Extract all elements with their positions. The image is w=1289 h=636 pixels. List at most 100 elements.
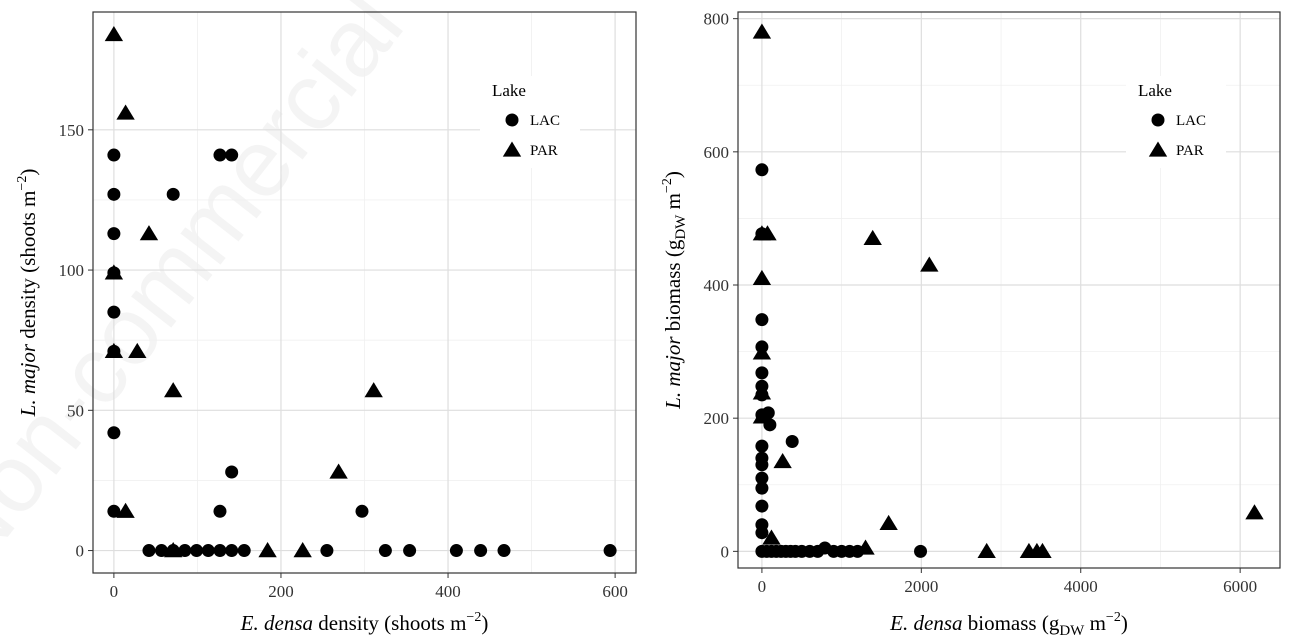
legend-label-lac: LAC	[1176, 113, 1206, 129]
data-point-lac	[107, 426, 121, 440]
y-label-close: )	[16, 169, 40, 176]
data-point-lac	[449, 544, 463, 558]
x-label-superscript: −2	[466, 610, 481, 625]
y-tick-label: 50	[67, 401, 84, 420]
data-point-par	[856, 539, 875, 555]
data-point-par	[752, 23, 772, 39]
y-tick-label: 400	[704, 276, 730, 295]
data-point-lac	[107, 305, 121, 319]
legend-marker-lac	[1151, 113, 1165, 127]
data-point-par	[139, 225, 159, 241]
legend-marker-lac	[505, 113, 519, 127]
y-axis-title: L. major biomass (gDW m−2)	[660, 171, 689, 410]
data-point-par	[879, 514, 898, 531]
x-label-superscript: −2	[1106, 610, 1121, 625]
x-tick-label: 600	[602, 582, 628, 601]
y-tick-label: 0	[76, 542, 85, 561]
data-point-lac	[190, 544, 204, 558]
data-point-lac	[755, 313, 769, 327]
data-point-lac	[178, 544, 192, 558]
data-point-lac	[107, 187, 121, 201]
legend-title: Lake	[1138, 81, 1172, 100]
y-tick-label: 600	[704, 143, 730, 162]
data-point-lac	[142, 544, 156, 558]
y-tick-label: 200	[704, 409, 730, 428]
x-label-text: biomass (g	[963, 611, 1060, 635]
data-point-par	[752, 408, 772, 424]
data-point-lac	[320, 544, 334, 558]
data-point-lac	[225, 465, 239, 479]
data-point-par	[104, 25, 124, 42]
y-label-species: L. major	[16, 343, 40, 417]
x-tick-label: 200	[268, 582, 294, 601]
x-label-species: E. densa	[240, 611, 313, 635]
data-point-lac	[107, 504, 121, 518]
data-point-lac	[213, 544, 227, 558]
legend-marker-par	[502, 141, 522, 157]
panel-border	[92, 11, 637, 574]
legend-label-par: PAR	[1176, 143, 1204, 159]
data-point-lac	[107, 148, 121, 162]
data-point-par	[762, 529, 781, 545]
data-point-lac	[213, 504, 227, 518]
y-label-close: )	[661, 171, 685, 178]
data-point-par	[258, 542, 277, 558]
x-label-text: density (shoots m	[313, 611, 466, 635]
x-label-species: E. densa	[889, 611, 962, 635]
data-point-lac	[755, 458, 769, 472]
x-label-unit: m	[1084, 611, 1106, 635]
data-point-lac	[201, 544, 215, 558]
legend-label-lac: LAC	[530, 113, 560, 129]
legend-background	[1126, 76, 1226, 168]
data-point-par	[364, 382, 383, 398]
data-point-lac	[225, 148, 239, 162]
x-label-close: )	[1121, 611, 1128, 635]
data-point-lac	[237, 544, 251, 558]
x-tick-label: 6000	[1223, 577, 1257, 596]
data-point-par	[293, 542, 312, 558]
data-point-par	[1033, 542, 1052, 558]
legend-background	[480, 76, 580, 168]
y-label-superscript: −2	[15, 176, 30, 191]
x-axis-title: E. densa density (shoots m−2)	[240, 610, 489, 635]
data-point-lac	[166, 187, 180, 201]
y-label-subscript: DW	[673, 214, 689, 240]
data-point-lac	[755, 366, 769, 380]
y-label-superscript: −2	[660, 178, 675, 193]
data-point-lac	[755, 439, 769, 453]
data-point-lac	[155, 544, 169, 558]
y-label-species: L. major	[661, 336, 685, 410]
data-point-par	[758, 225, 777, 241]
data-point-par	[128, 342, 147, 359]
data-point-par	[164, 382, 183, 398]
data-point-par	[920, 256, 939, 272]
y-tick-label: 100	[59, 261, 85, 280]
y-tick-label: 800	[704, 10, 730, 29]
legend-marker-par	[1148, 141, 1168, 157]
x-axis-title: E. densa biomass (gDW m−2)	[889, 610, 1128, 636]
data-point-lac	[755, 526, 769, 540]
panel-border	[737, 11, 1281, 569]
data-point-lac	[403, 544, 417, 558]
data-point-par	[104, 264, 124, 280]
data-point-par	[977, 542, 996, 558]
data-point-lac	[497, 544, 511, 558]
x-label-close: )	[481, 611, 488, 635]
x-label-subscript: DW	[1059, 623, 1085, 636]
data-point-par	[1245, 504, 1264, 520]
x-tick-label: 400	[435, 582, 461, 601]
data-point-lac	[755, 471, 769, 485]
data-point-lac	[603, 544, 617, 558]
data-point-par	[329, 463, 348, 479]
data-point-par	[773, 452, 792, 469]
data-point-lac	[378, 544, 392, 558]
data-point-par	[752, 269, 772, 285]
y-tick-label: 0	[721, 542, 730, 561]
data-point-par	[863, 229, 882, 246]
x-tick-label: 2000	[904, 577, 938, 596]
data-point-lac	[755, 163, 769, 177]
x-tick-label: 0	[110, 582, 119, 601]
